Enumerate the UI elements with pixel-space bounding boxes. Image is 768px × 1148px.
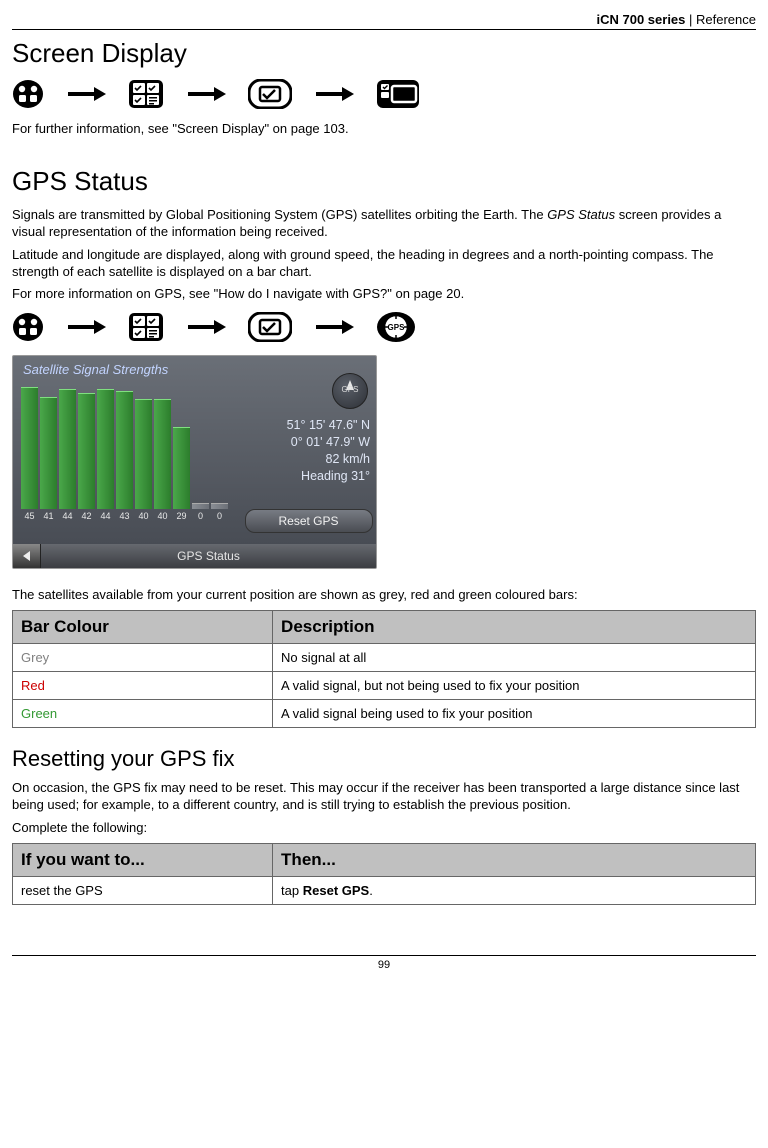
gps-icon: GPS bbox=[376, 311, 416, 343]
signal-bar-label: 44 bbox=[97, 511, 114, 521]
section2-p1: Signals are transmitted by Global Positi… bbox=[12, 207, 756, 241]
section3-title: Resetting your GPS fix bbox=[12, 746, 756, 772]
description-cell: A valid signal being used to fix your po… bbox=[273, 700, 756, 728]
signal-bar-label: 0 bbox=[211, 511, 228, 521]
display-icon bbox=[376, 79, 420, 109]
table1-header-1: Description bbox=[273, 611, 756, 644]
signal-bar-label: 44 bbox=[59, 511, 76, 521]
arrow-icon bbox=[186, 318, 226, 336]
signal-bar-label: 40 bbox=[154, 511, 171, 521]
section1-paragraph: For further information, see "Screen Dis… bbox=[12, 121, 756, 138]
latitude: 51° 15' 47.6" N bbox=[241, 417, 370, 434]
checkbox-screen-icon bbox=[248, 312, 292, 342]
preferences-icon bbox=[128, 79, 164, 109]
page-header: iCN 700 series | Reference bbox=[12, 12, 756, 30]
signal-bar bbox=[116, 391, 133, 509]
reset-table: If you want to... Then... reset the GPS … bbox=[12, 843, 756, 905]
signal-bar-label: 42 bbox=[78, 511, 95, 521]
nav-row-gps-status: GPS bbox=[12, 311, 756, 343]
arrow-icon bbox=[314, 318, 354, 336]
heading: Heading 31° bbox=[241, 468, 370, 485]
signal-bar-label: 45 bbox=[21, 511, 38, 521]
section2-title: GPS Status bbox=[12, 166, 756, 197]
arrow-icon bbox=[66, 85, 106, 103]
preferences-icon bbox=[128, 312, 164, 342]
section3-p1: On occasion, the GPS fix may need to be … bbox=[12, 780, 756, 814]
signal-bar bbox=[135, 399, 152, 509]
section2-p2: Latitude and longitude are displayed, al… bbox=[12, 247, 756, 281]
bar-colour-cell: Red bbox=[13, 672, 273, 700]
table1-header-0: Bar Colour bbox=[13, 611, 273, 644]
bar-colour-cell: Grey bbox=[13, 644, 273, 672]
main-menu-icon bbox=[12, 79, 44, 109]
signal-bar bbox=[21, 387, 38, 509]
signal-bars-chart: 45414442444340402900 bbox=[13, 377, 241, 537]
signal-bar bbox=[173, 427, 190, 509]
table-row: GreyNo signal at all bbox=[13, 644, 756, 672]
table-row: RedA valid signal, but not being used to… bbox=[13, 672, 756, 700]
table-row: reset the GPS tap Reset GPS. bbox=[13, 876, 756, 904]
reset-then: tap Reset GPS. bbox=[273, 876, 756, 904]
signal-bar bbox=[97, 389, 114, 509]
table2-header-0: If you want to... bbox=[13, 843, 273, 876]
bar-colour-cell: Green bbox=[13, 700, 273, 728]
arrow-icon bbox=[314, 85, 354, 103]
section3-p2: Complete the following: bbox=[12, 820, 756, 837]
longitude: 0° 01' 47.9" W bbox=[241, 434, 370, 451]
section1-title: Screen Display bbox=[12, 38, 756, 69]
arrow-icon bbox=[66, 318, 106, 336]
signal-bar bbox=[40, 397, 57, 509]
footer-label: GPS Status bbox=[41, 549, 376, 563]
table-row: GreenA valid signal being used to fix yo… bbox=[13, 700, 756, 728]
main-menu-icon bbox=[12, 312, 44, 342]
header-section: Reference bbox=[696, 12, 756, 27]
screenshot-footer: GPS Status bbox=[13, 544, 376, 568]
signal-bar bbox=[78, 393, 95, 509]
checkbox-screen-icon bbox=[248, 79, 292, 109]
back-button[interactable] bbox=[13, 544, 41, 568]
signal-bar bbox=[59, 389, 76, 509]
compass-icon bbox=[332, 373, 368, 409]
gps-coordinates: 51° 15' 47.6" N 0° 01' 47.9" W 82 km/h H… bbox=[241, 417, 370, 485]
nav-row-screen-display bbox=[12, 79, 756, 109]
signal-bar-label: 0 bbox=[192, 511, 209, 521]
table1-intro: The satellites available from your curre… bbox=[12, 587, 756, 604]
bar-colour-table: Bar Colour Description GreyNo signal at … bbox=[12, 610, 756, 728]
table2-header-1: Then... bbox=[273, 843, 756, 876]
signal-bar-label: 40 bbox=[135, 511, 152, 521]
signal-bar bbox=[211, 503, 228, 509]
speed: 82 km/h bbox=[241, 451, 370, 468]
signal-bar bbox=[154, 399, 171, 509]
section2-p3: For more information on GPS, see "How do… bbox=[12, 286, 756, 303]
signal-bar bbox=[192, 503, 209, 509]
description-cell: A valid signal, but not being used to fi… bbox=[273, 672, 756, 700]
svg-text:GPS: GPS bbox=[388, 323, 406, 332]
signal-bar-label: 43 bbox=[116, 511, 133, 521]
page-number: 99 bbox=[378, 959, 390, 971]
description-cell: No signal at all bbox=[273, 644, 756, 672]
reset-gps-button[interactable]: Reset GPS bbox=[245, 509, 373, 533]
signal-bar-label: 29 bbox=[173, 511, 190, 521]
header-series: iCN 700 series bbox=[597, 12, 686, 27]
arrow-icon bbox=[186, 85, 226, 103]
header-sep: | bbox=[685, 12, 696, 27]
reset-want: reset the GPS bbox=[13, 876, 273, 904]
page-footer: 99 bbox=[12, 955, 756, 971]
signal-bar-label: 41 bbox=[40, 511, 57, 521]
screenshot-title: Satellite Signal Strengths bbox=[13, 356, 376, 377]
gps-status-screenshot: Satellite Signal Strengths 4541444244434… bbox=[12, 355, 377, 569]
